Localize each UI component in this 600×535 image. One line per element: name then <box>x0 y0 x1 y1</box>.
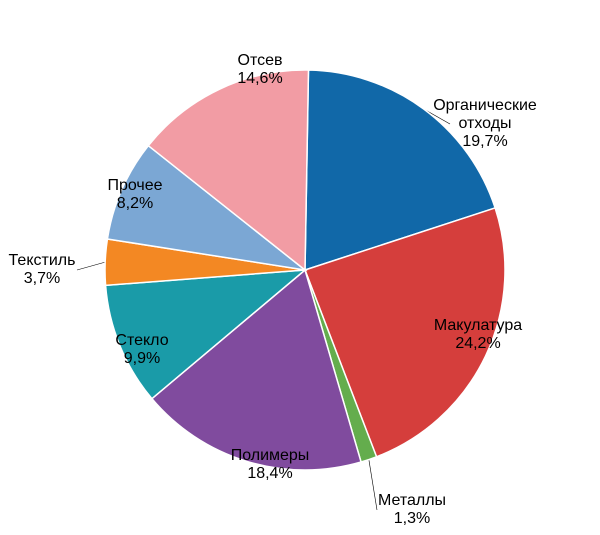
slice-label: Отсев14,6% <box>237 52 282 87</box>
pie-chart: Органическиеотходы19,7%Макулатура24,2%Ме… <box>0 0 600 535</box>
